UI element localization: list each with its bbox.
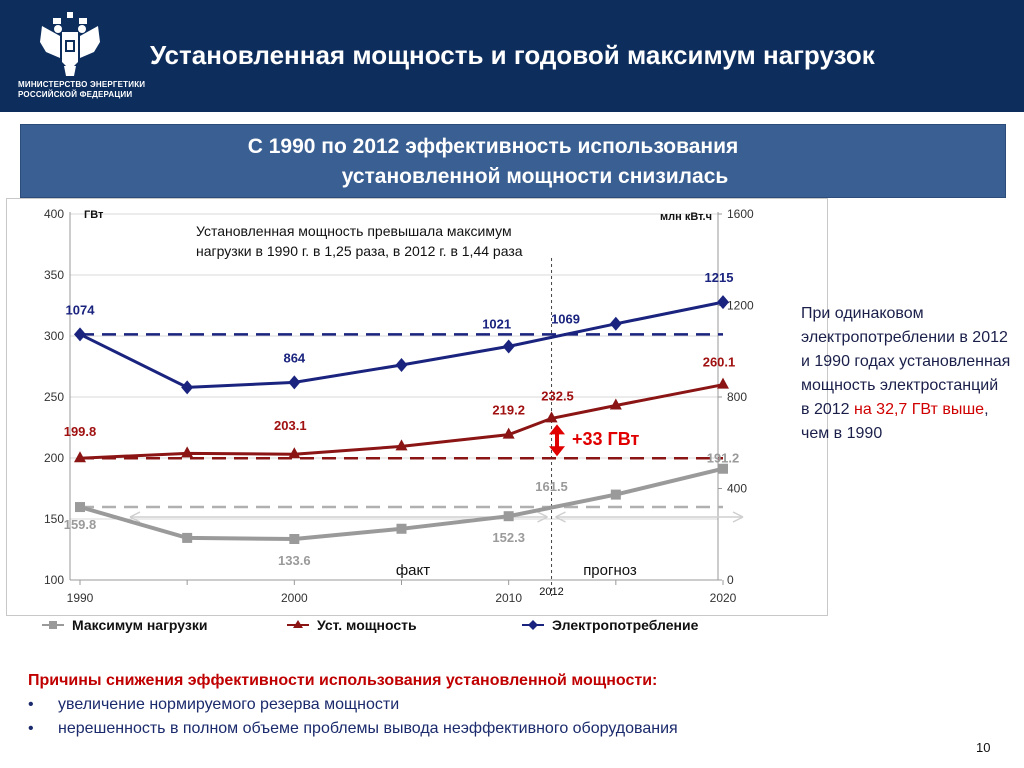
legend-label: Электропотребление <box>552 617 699 633</box>
reasons-heading: Причины снижения эффективности использов… <box>28 672 658 689</box>
data-label: 864 <box>283 350 305 365</box>
left-tick-label: 300 <box>44 329 64 343</box>
side-note: При одинаковом электропотреблении в 2012… <box>801 302 1011 446</box>
left-tick-label: 350 <box>44 268 64 282</box>
series-marker <box>75 502 85 513</box>
series-marker <box>289 534 300 545</box>
x-tick-label: 1990 <box>67 591 94 605</box>
marker-2012-label: 2012 <box>539 586 563 598</box>
legend-square-icon <box>49 621 57 629</box>
page-number: 10 <box>976 740 991 755</box>
data-label: 232.5 <box>541 388 574 403</box>
slide-title: Установленная мощность и годовой максиму… <box>150 40 875 70</box>
gap-arrow-down-head <box>549 446 565 457</box>
series-marker <box>395 439 408 451</box>
right-tick-label: 800 <box>727 390 747 404</box>
bullet-dot-icon: • <box>28 696 34 713</box>
data-label: 133.6 <box>278 553 311 568</box>
data-label: 1215 <box>705 270 734 285</box>
series-line <box>79 383 724 460</box>
banner-line-2: установленной мощности снизилась <box>341 165 729 188</box>
left-tick-label: 200 <box>44 451 64 465</box>
reason-item-text: нерешенность в полном объеме проблемы вы… <box>58 720 678 737</box>
bullet-dot-icon: • <box>28 720 34 737</box>
forecast-arrow-left-head <box>555 511 566 523</box>
double-headed-eagle-icon <box>40 12 100 76</box>
series-marker <box>395 357 408 372</box>
region-label-fact: факт <box>396 562 430 579</box>
x-tick-label: 2000 <box>281 591 308 605</box>
series-marker <box>288 375 301 390</box>
data-label: 1069 <box>551 311 580 326</box>
data-label: 1021 <box>482 316 511 331</box>
series-marker <box>74 451 86 463</box>
reason-item-text: увеличение нормируемого резерва мощности <box>58 696 400 713</box>
left-tick-label: 100 <box>44 573 64 587</box>
series-marker <box>502 339 515 354</box>
fact-arrow-left-head <box>129 511 141 523</box>
series-marker <box>718 463 728 474</box>
data-label: 260.1 <box>703 355 736 370</box>
summary-banner: С 1990 по 2012 эффективность использован… <box>20 124 1006 198</box>
right-tick-label: 1200 <box>727 299 754 313</box>
right-tick-label: 400 <box>727 482 747 496</box>
legend-label: Уст. мощность <box>317 617 417 633</box>
left-tick-label: 250 <box>44 390 64 404</box>
series-marker <box>609 398 622 410</box>
legend-diamond-icon <box>528 620 538 630</box>
data-label: 203.1 <box>274 418 307 433</box>
series-marker <box>396 523 407 534</box>
ministry-line-1: МИНИСТЕРСТВО ЭНЕРГЕТИКИ <box>18 80 146 89</box>
series-marker <box>74 327 86 342</box>
data-label: 161.5 <box>535 479 568 494</box>
legend-label: Максимум нагрузки <box>72 617 207 633</box>
left-axis-label: ГВт <box>84 209 104 221</box>
series-marker <box>503 511 514 522</box>
reason-item: • увеличение нормируемого резерва мощност… <box>28 696 399 714</box>
gap-label: +33 ГВт <box>572 429 640 449</box>
chart-annotation: Установленная мощность превышала максиму… <box>196 223 523 259</box>
x-tick-label: 2010 <box>495 591 522 605</box>
ministry-name: МИНИСТЕРСТВО ЭНЕРГЕТИКИ РОССИЙСКОЙ ФЕДЕР… <box>18 80 148 100</box>
series-marker <box>609 316 622 331</box>
left-tick-label: 150 <box>44 512 64 526</box>
x-tick-label: 2020 <box>710 591 737 605</box>
data-label: 219.2 <box>492 403 525 418</box>
data-label: 191.2 <box>707 451 740 466</box>
series-line <box>79 300 724 389</box>
forecast-arrow-right-head <box>732 511 744 523</box>
side-note-text-1: При одинаковом электропотреблении в 2012… <box>801 305 1011 418</box>
series-marker <box>182 532 193 543</box>
data-label: 199.8 <box>64 424 97 439</box>
series-marker <box>610 489 621 500</box>
side-note-text-2: , чем в 1990 <box>801 401 989 442</box>
series-marker <box>502 427 515 439</box>
side-note-highlight: на 32,7 ГВт выше <box>853 401 985 418</box>
series-marker <box>288 447 301 459</box>
left-tick-label: 400 <box>44 207 64 221</box>
data-label: 1074 <box>66 302 96 317</box>
right-axis-label: млн кВт.ч <box>660 211 712 223</box>
region-label-forecast: прогноз <box>583 562 637 579</box>
data-label: 152.3 <box>492 530 525 545</box>
gap-arrow-up-head <box>549 424 565 435</box>
series-marker <box>545 411 558 423</box>
right-tick-label: 1600 <box>727 207 754 221</box>
series-marker <box>181 380 194 395</box>
chart-frame <box>6 198 828 616</box>
data-label: 159.8 <box>64 517 97 532</box>
fact-arrow-right-head <box>537 511 548 523</box>
header-bar: МИНИСТЕРСТВО ЭНЕРГЕТИКИ РОССИЙСКОЙ ФЕДЕР… <box>0 0 1024 112</box>
legend-triangle-icon <box>293 620 303 628</box>
series-marker <box>717 377 729 389</box>
ministry-line-2: РОССИЙСКОЙ ФЕДЕРАЦИИ <box>18 90 133 99</box>
banner-line-1: С 1990 по 2012 эффективность использован… <box>247 135 739 158</box>
series-marker <box>717 295 729 310</box>
series-marker <box>181 446 194 458</box>
reason-item: • нерешенность в полном объеме проблемы в… <box>28 720 678 738</box>
right-tick-label: 0 <box>727 573 734 587</box>
